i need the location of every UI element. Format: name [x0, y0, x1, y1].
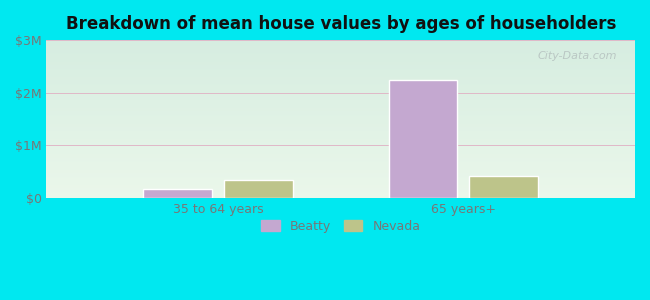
Bar — [469, 176, 538, 198]
Legend: Beatty, Nevada: Beatty, Nevada — [255, 214, 426, 239]
Text: City-Data.com: City-Data.com — [538, 51, 618, 61]
Bar — [144, 189, 212, 198]
Title: Breakdown of mean house values by ages of householders: Breakdown of mean house values by ages o… — [66, 15, 616, 33]
Bar — [389, 80, 457, 198]
Bar — [224, 180, 293, 198]
